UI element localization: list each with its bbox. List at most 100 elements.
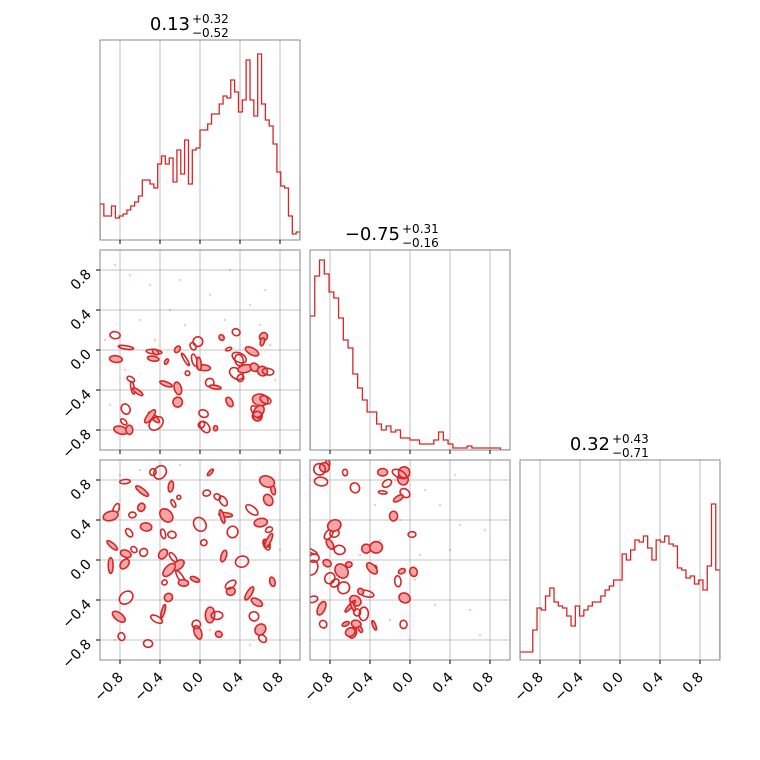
histogram-bin — [339, 318, 344, 450]
histogram-bin — [605, 590, 609, 660]
contour-blob — [163, 592, 174, 603]
contour-blob — [262, 493, 274, 507]
histogram-bin — [310, 316, 315, 450]
scatter-point — [138, 468, 142, 472]
contour-blob — [149, 614, 164, 625]
histogram-bin — [639, 542, 643, 660]
histogram-bin — [188, 184, 192, 240]
contour-blob — [108, 354, 124, 364]
contour-blob — [371, 619, 378, 631]
contour-blob — [117, 631, 126, 642]
contour-blob — [313, 476, 329, 487]
histogram-bin — [699, 580, 703, 660]
contour-blob — [118, 590, 134, 605]
contour-blob — [244, 345, 260, 357]
histogram-bin — [588, 606, 592, 660]
contour-blob — [126, 375, 136, 383]
x-tick-label: 0.8 — [470, 670, 497, 697]
contour-blob — [231, 327, 241, 337]
scatter-point — [393, 478, 397, 482]
contour-blob — [177, 578, 190, 587]
density-panel-2-0 — [102, 463, 282, 649]
contour-blob — [231, 351, 248, 364]
histogram-2 — [310, 259, 510, 450]
histogram-bin — [601, 596, 605, 660]
histogram-bin — [227, 98, 231, 240]
histogram-bin — [377, 424, 382, 450]
contour-blob — [322, 558, 333, 568]
contour-blob — [259, 394, 272, 405]
contour-blob — [310, 559, 319, 576]
contour-blob — [198, 408, 210, 419]
contour-blob — [204, 606, 216, 624]
histogram-bin — [439, 432, 444, 450]
histogram-bin — [690, 576, 694, 660]
y-tick-label: 0.8 — [68, 267, 95, 294]
x-tick-label: 0.0 — [600, 670, 627, 697]
scatter-point — [128, 273, 132, 277]
contour-blob — [117, 344, 135, 351]
contour-blob — [111, 610, 127, 623]
histogram-bin — [115, 218, 119, 240]
contour-blob — [119, 417, 128, 426]
x-tick-label: 0.0 — [180, 670, 207, 697]
histogram-bin — [208, 124, 212, 240]
contour-blob — [119, 549, 132, 559]
contour-blob — [310, 553, 320, 564]
scatter-point — [373, 503, 377, 507]
contour-blob — [325, 538, 335, 551]
contour-blob — [146, 355, 160, 362]
histogram-step-line — [310, 259, 510, 450]
contour-blob — [198, 420, 211, 434]
histogram-bin — [580, 616, 584, 660]
contour-blob — [195, 356, 203, 371]
y-tick-label: −0.8 — [59, 427, 94, 462]
histogram-bin — [315, 276, 320, 450]
histogram-bin — [154, 188, 158, 240]
histogram-bin — [386, 426, 391, 450]
contour-blob — [326, 518, 342, 533]
x-tick-label: −0.8 — [511, 670, 546, 705]
x-tick-label: 0.0 — [390, 670, 417, 697]
histogram-bin — [665, 536, 669, 660]
histogram-bin — [529, 652, 533, 660]
title-lower-error: −0.16 — [402, 236, 439, 250]
scatter-point — [263, 288, 267, 292]
x-tick-label: −0.4 — [131, 669, 166, 704]
scatter-point — [178, 278, 182, 282]
contour-blob — [408, 566, 419, 578]
histogram-bin — [123, 214, 127, 240]
contour-blob — [214, 630, 223, 639]
histogram-bin — [135, 202, 139, 240]
scatter-point — [278, 548, 282, 552]
contour-blob — [148, 467, 157, 477]
contour-blob — [184, 370, 191, 377]
histogram-bin — [660, 542, 664, 660]
title-upper-error: +0.31 — [402, 222, 439, 236]
histogram-bin — [358, 388, 363, 450]
histogram-bin — [415, 440, 420, 450]
contour-blob — [159, 528, 167, 540]
x-tick-label: 0.8 — [680, 670, 707, 697]
histogram-bin — [292, 234, 296, 240]
contour-blob — [191, 619, 202, 630]
scatter-point — [273, 378, 277, 382]
scatter-point — [248, 643, 252, 647]
contour-blob — [109, 330, 121, 340]
x-tick-label: 0.4 — [640, 669, 667, 696]
histogram-bin — [348, 348, 353, 450]
histogram-bin — [242, 100, 246, 240]
histogram-bin — [372, 412, 377, 450]
contour-blob — [218, 495, 229, 507]
histogram-bin — [669, 544, 673, 660]
histogram-bin — [635, 540, 639, 660]
contour-blob — [344, 626, 356, 638]
contour-blob — [225, 396, 234, 408]
scatter-point — [118, 473, 122, 477]
contour-blob — [397, 567, 407, 575]
contour-blob — [167, 480, 175, 493]
contour-blob — [213, 492, 222, 501]
contour-blob — [161, 579, 168, 586]
scatter-point — [423, 488, 427, 492]
contour-blob — [208, 384, 222, 391]
